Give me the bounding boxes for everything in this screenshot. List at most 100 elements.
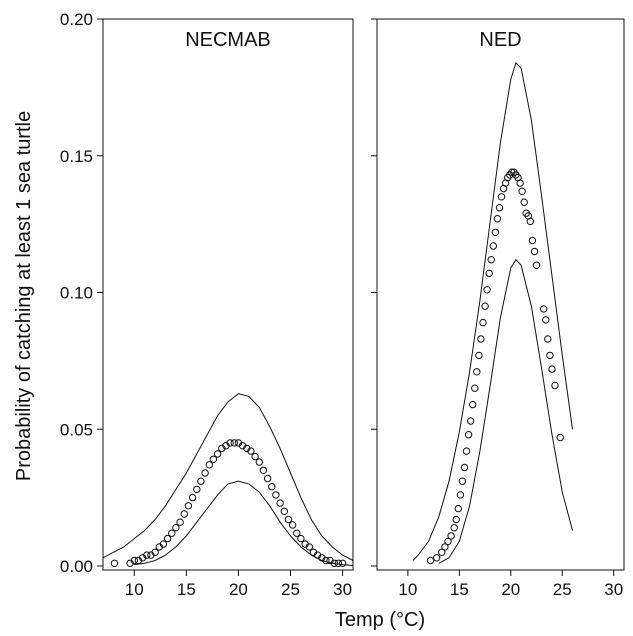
data-point [518, 187, 526, 196]
data-point [259, 466, 268, 474]
x-tick-label: 15 [450, 580, 469, 599]
data-point [551, 381, 559, 390]
x-tick-label: 30 [333, 580, 352, 599]
data-point [163, 534, 172, 543]
data-point [460, 463, 469, 472]
data-point [188, 493, 197, 502]
data-point [247, 447, 255, 455]
data-point [485, 269, 493, 278]
data-point [530, 247, 539, 256]
data-point [180, 510, 189, 518]
x-tick-label: 10 [398, 580, 417, 599]
panel-plot-area [412, 61, 573, 565]
data-point [230, 439, 239, 447]
data-point [280, 507, 288, 515]
panel-frame [102, 18, 354, 571]
data-point [491, 228, 500, 237]
data-point [272, 491, 280, 499]
data-point [473, 368, 481, 376]
data-point [467, 417, 475, 425]
y-tick-label: 0.10 [60, 284, 93, 303]
data-point [479, 318, 487, 327]
data-point [251, 452, 259, 461]
data-point [452, 515, 460, 524]
x-tick-label: 30 [604, 580, 623, 599]
data-point [441, 543, 449, 551]
data-point [540, 305, 548, 313]
lower-confidence-line [438, 258, 573, 564]
data-point [172, 524, 180, 532]
y-axis-label: Probability of catching at least 1 sea t… [13, 111, 35, 481]
data-point [130, 556, 139, 565]
data-point [544, 335, 552, 343]
data-point [464, 431, 473, 439]
data-point [548, 365, 556, 373]
data-point [462, 447, 471, 455]
data-point [489, 242, 497, 250]
data-point [209, 455, 218, 463]
data-point [151, 548, 159, 556]
panel-title: NED [479, 29, 521, 51]
data-point [334, 559, 343, 567]
data-point [469, 400, 477, 409]
data-point [263, 474, 272, 483]
data-point [483, 286, 491, 294]
x-tick-label: 10 [125, 580, 144, 599]
data-point [516, 179, 524, 187]
data-point [433, 554, 441, 562]
data-point [458, 477, 467, 485]
data-point [481, 302, 489, 310]
data-point [542, 316, 550, 324]
x-tick-label: 25 [281, 580, 300, 599]
data-point [143, 551, 151, 559]
y-tick-label: 0.15 [60, 147, 93, 166]
data-point [450, 524, 458, 532]
panel-frame [376, 18, 625, 571]
chart-panels: NECMAB 0.00 0.05 0.10 0.15 0.20 10 15 20 25 30 NED 1… [60, 10, 625, 599]
data-point [475, 351, 483, 360]
data-point [159, 540, 168, 548]
data-point [276, 499, 284, 507]
data-point [305, 543, 313, 551]
data-point [487, 256, 495, 264]
data-point [226, 439, 234, 447]
data-point [293, 529, 301, 537]
panel-plot-area [103, 393, 353, 567]
x-axis-label: Temp (°C) [335, 609, 425, 631]
data-point [297, 534, 305, 543]
data-point [268, 483, 276, 491]
data-point [520, 198, 528, 206]
data-point [338, 559, 347, 567]
data-point [556, 433, 564, 442]
data-point [213, 450, 222, 458]
data-point [193, 485, 201, 494]
panel-title: NECMAB [185, 29, 271, 51]
data-point [438, 548, 446, 556]
data-point [426, 556, 435, 565]
data-point [532, 261, 541, 269]
x-tick-label: 20 [229, 580, 248, 599]
data-point [493, 215, 502, 223]
data-point [497, 193, 506, 201]
panel-0: NECMAB 0.00 0.05 0.10 0.15 0.20 10 15 20 25 30 [60, 10, 354, 599]
data-point [322, 556, 330, 565]
data-point [526, 217, 534, 226]
data-point [168, 529, 176, 537]
x-tick-label: 20 [501, 580, 520, 599]
data-point [495, 204, 504, 212]
panel-1: NED 10 15 20 25 30 [371, 18, 625, 599]
data-point [330, 559, 338, 567]
y-tick-label: 0.00 [60, 557, 93, 576]
data-point [454, 504, 462, 513]
data-point [444, 537, 452, 546]
data-point [477, 335, 485, 343]
data-point [471, 384, 479, 392]
upper-confidence-line [103, 393, 353, 561]
data-point [205, 461, 214, 469]
y-tick-label: 0.05 [60, 420, 93, 439]
upper-confidence-line [412, 61, 573, 561]
y-tick-label: 0.20 [60, 10, 93, 29]
data-point [528, 236, 537, 245]
x-tick-label: 15 [177, 580, 196, 599]
x-tick-label: 25 [553, 580, 572, 599]
